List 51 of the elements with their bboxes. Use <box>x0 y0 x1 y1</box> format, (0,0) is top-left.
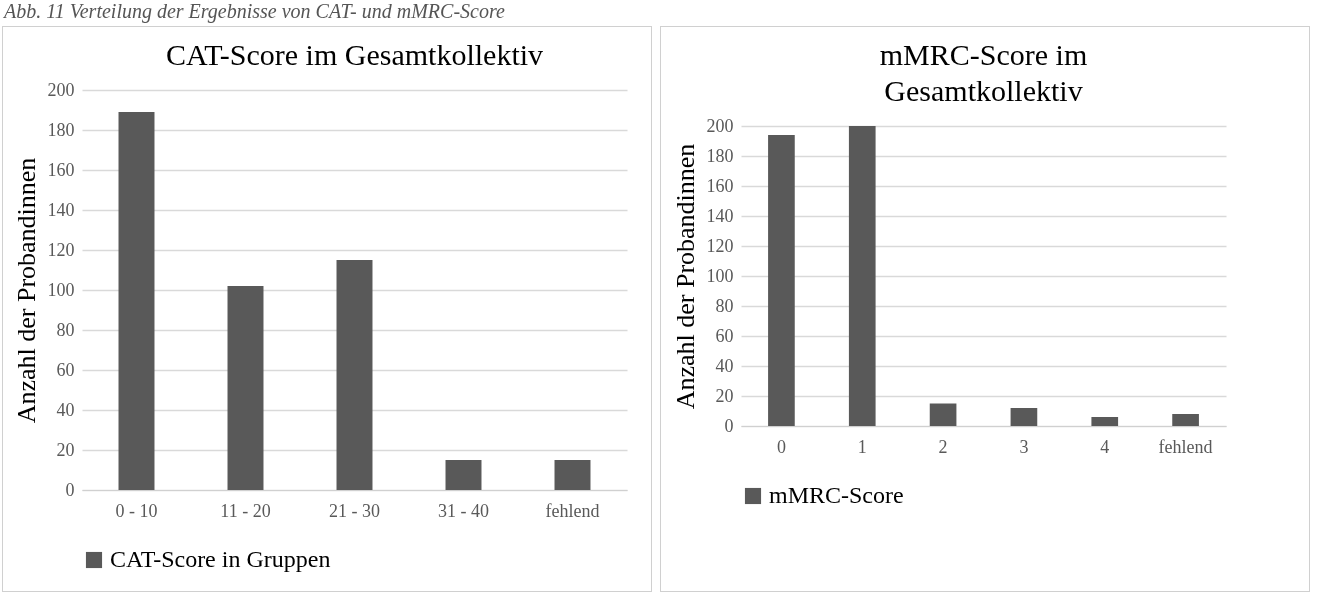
x-tick-label: 1 <box>857 436 867 457</box>
bar <box>1091 417 1119 426</box>
x-tick-label: 3 <box>1019 436 1029 457</box>
bar <box>929 403 957 426</box>
chart-title: CAT-Score im Gesamtkollektiv <box>165 38 544 71</box>
y-tick-label: 160 <box>47 159 75 180</box>
y-tick-label: 40 <box>56 399 75 420</box>
bar <box>1172 414 1199 426</box>
x-tick-label: fehlend <box>1158 436 1213 457</box>
x-tick-label: 4 <box>1100 436 1110 457</box>
x-tick-label: 2 <box>938 436 948 457</box>
y-tick-label: 120 <box>47 239 75 260</box>
y-tick-label: 100 <box>47 279 75 300</box>
y-tick-label: 140 <box>47 199 75 220</box>
bar <box>227 286 264 490</box>
y-tick-label: 80 <box>56 319 75 340</box>
x-tick-label: 0 <box>776 436 786 457</box>
y-tick-label: 40 <box>715 355 734 376</box>
y-tick-label: 0 <box>65 479 75 500</box>
bar <box>1010 408 1038 426</box>
legend-label: mMRC-Score <box>769 482 904 508</box>
caption: Abb. 11 Verteilung der Ergebnisse von CAT- und mMRC-Score <box>4 0 505 23</box>
y-tick-label: 0 <box>724 415 734 436</box>
y-tick-label: 20 <box>56 439 75 460</box>
y-tick-label: 120 <box>706 235 734 256</box>
y-tick-label: 180 <box>706 145 734 166</box>
chart-title: mMRC-Score im Gesamtkollektiv <box>879 38 1088 107</box>
bar <box>445 460 482 490</box>
bar <box>768 135 795 426</box>
y-tick-label: 60 <box>56 359 75 380</box>
y-tick-label: 180 <box>47 119 75 140</box>
legend-label: CAT-Score in Gruppen <box>110 546 331 572</box>
x-tick-label: 21 - 30 <box>329 500 380 521</box>
y-tick-label: 200 <box>706 115 734 136</box>
y-tick-label: 140 <box>706 205 734 226</box>
y-tick-label: 80 <box>715 295 734 316</box>
bar <box>848 126 876 426</box>
y-tick-label: 60 <box>715 325 734 346</box>
y-tick-label: 20 <box>715 385 734 406</box>
x-tick-label: 31 - 40 <box>438 500 489 521</box>
bar <box>336 260 373 490</box>
bar <box>118 112 155 490</box>
y-tick-label: 160 <box>706 175 734 196</box>
x-tick-label: 11 - 20 <box>220 500 271 521</box>
y-axis-title: Anzahl der Probandinnen <box>11 157 41 424</box>
x-tick-label: 0 - 10 <box>115 500 158 521</box>
x-tick-label: fehlend <box>545 500 600 521</box>
y-axis-title: Anzahl der Probandinnen <box>670 143 700 410</box>
y-tick-label: 100 <box>706 265 734 286</box>
bar <box>554 460 591 490</box>
y-tick-label: 200 <box>47 79 75 100</box>
